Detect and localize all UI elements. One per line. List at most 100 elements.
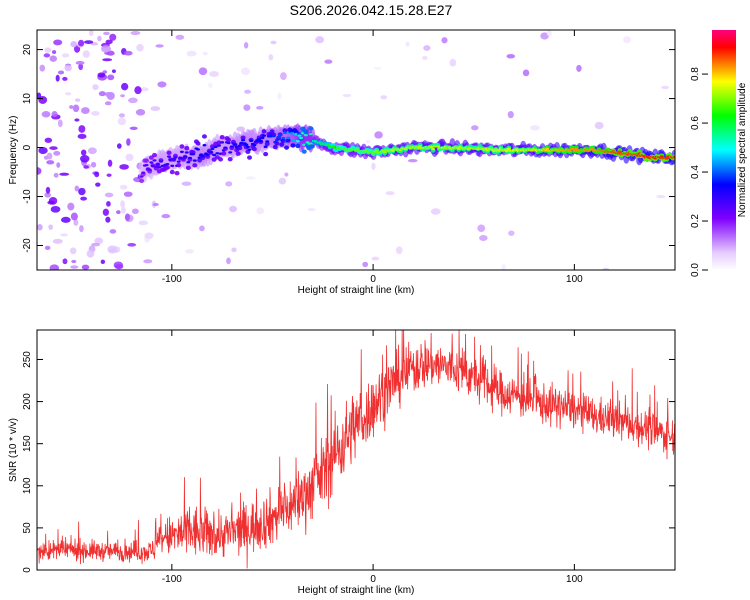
noise-blob <box>229 205 237 213</box>
ridge-mid <box>240 135 246 140</box>
ridge-core <box>205 153 210 156</box>
noise-blob <box>270 40 277 45</box>
ridge-mid <box>308 126 314 131</box>
snr-frame <box>36 329 676 571</box>
y-tick-label: 250 <box>22 351 33 368</box>
noise-blob <box>60 216 71 223</box>
noise-blob <box>130 30 141 36</box>
noise-blob <box>74 98 81 102</box>
noise-blob <box>74 118 80 122</box>
noise-blob <box>104 101 112 106</box>
noise-blob <box>225 181 233 187</box>
noise-blob <box>125 153 134 162</box>
noise-blob <box>324 59 333 64</box>
colorbar-ticks: 0.0 0.2 0.4 0.6 0.8 <box>690 67 708 277</box>
noise-blob <box>244 89 251 94</box>
noise-blob <box>90 161 97 168</box>
ridge-mid <box>227 156 233 162</box>
ridge-core <box>170 164 175 168</box>
x-tick-label: 100 <box>566 574 583 585</box>
ridge-core <box>664 157 669 160</box>
noise-blob <box>656 194 666 199</box>
noise-blob <box>41 111 51 118</box>
noise-blob <box>97 35 102 42</box>
ridge-mid <box>201 134 207 139</box>
colorbar-tick-label: 0.0 <box>690 263 701 277</box>
ridge-mid <box>216 140 222 145</box>
noise-blob <box>240 67 251 76</box>
noise-blob <box>119 164 129 170</box>
noise-blob <box>280 72 287 81</box>
noise-blob <box>100 259 106 264</box>
ridge-core <box>672 155 675 159</box>
noise-blob <box>104 192 114 198</box>
noise-blob <box>449 58 457 67</box>
ridge-mid <box>195 141 201 146</box>
noise-blob <box>57 70 65 75</box>
ridge-mid <box>179 144 185 149</box>
ridge-mid <box>272 144 278 150</box>
noise-blob <box>91 242 101 247</box>
ridge-mid <box>226 137 232 143</box>
ridge-core <box>244 143 249 146</box>
noise-blob <box>78 187 86 196</box>
y-tick-label: 20 <box>22 44 33 56</box>
noise-blob <box>508 230 515 236</box>
ridge-core <box>196 148 201 151</box>
noise-blob <box>181 181 192 186</box>
ridge-mid <box>261 129 267 134</box>
noise-blob <box>61 53 70 58</box>
noise-blob <box>117 117 127 126</box>
noise-blob <box>72 104 80 113</box>
ridge-core <box>176 160 181 163</box>
noise-blob <box>186 50 197 57</box>
noise-blob <box>57 119 63 128</box>
ridge-core <box>208 150 213 154</box>
ridge-mid <box>148 155 154 160</box>
ridge-mid <box>237 145 243 151</box>
noise-blob <box>95 182 101 187</box>
ridge-core <box>659 155 664 158</box>
colorbar-tick-label: 0.6 <box>690 116 701 130</box>
noise-blob <box>111 69 116 73</box>
ridge-core <box>171 158 176 161</box>
noise-blob <box>102 58 113 62</box>
noise-blob <box>80 196 88 201</box>
ridge-mid <box>279 142 285 147</box>
noise-blob <box>62 258 68 265</box>
noise-blob <box>119 184 128 190</box>
ridge-core <box>155 163 160 166</box>
noise-blob <box>103 31 110 36</box>
noise-blob <box>97 72 106 78</box>
ridge-core <box>431 147 436 151</box>
noise-blob <box>441 37 448 44</box>
noise-blob <box>83 165 89 169</box>
noise-blob <box>106 173 112 177</box>
noise-blob <box>430 208 441 215</box>
noise-blob <box>157 81 167 88</box>
ridge-core <box>210 147 215 150</box>
noise-blob <box>43 53 51 58</box>
noise-blob <box>540 32 549 40</box>
x-tick-label: -100 <box>162 574 182 585</box>
ridge-core <box>567 149 572 153</box>
noise-blob <box>84 40 94 44</box>
noise-blob <box>44 192 51 198</box>
noise-blob <box>471 125 479 131</box>
ridge-mid <box>285 138 291 143</box>
noise-blob <box>77 133 87 139</box>
ridge-core <box>282 131 287 135</box>
ridge-mid <box>269 129 275 134</box>
noise-blob <box>256 207 265 215</box>
colorbar-label: Normalized spectral amplitude <box>737 82 748 217</box>
ridge-mid <box>274 141 280 146</box>
ridge-mid <box>303 129 309 134</box>
noise-blob <box>522 69 530 77</box>
noise-blob <box>107 159 113 167</box>
y-tick-label: 200 <box>22 393 33 410</box>
ridge-core <box>271 134 276 138</box>
noise-blob <box>82 50 90 58</box>
ridge-mid <box>280 138 286 144</box>
snr-y-axis: 0 50 100 150 200 250 <box>22 351 675 573</box>
